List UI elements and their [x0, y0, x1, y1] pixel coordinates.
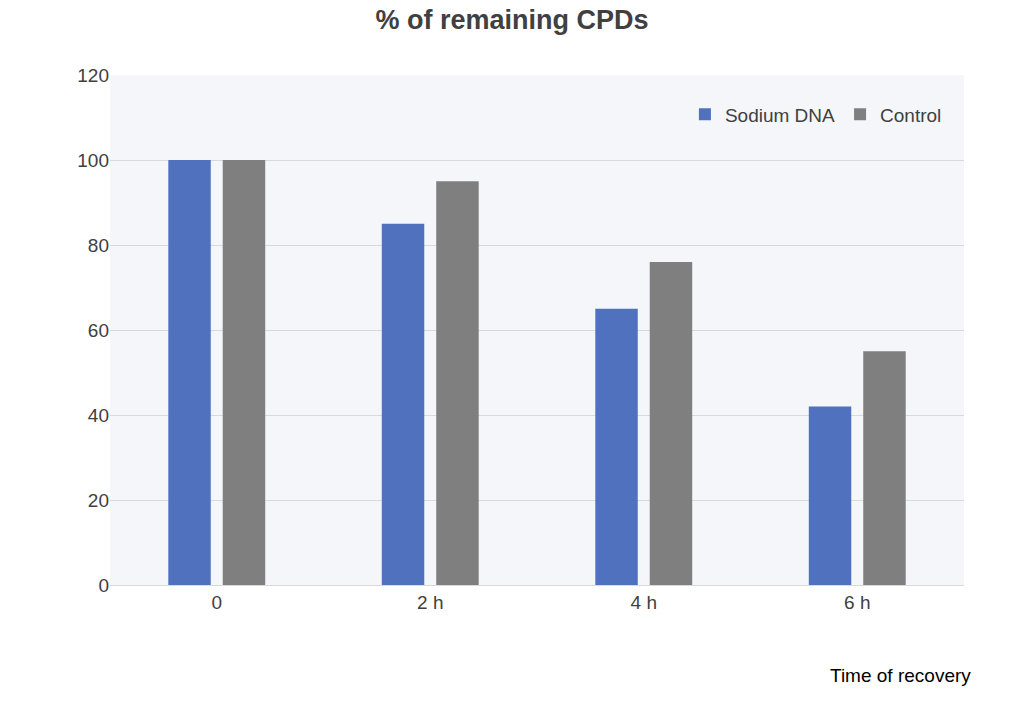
svg-text:6 h: 6 h: [844, 592, 870, 613]
svg-text:60: 60: [88, 320, 109, 341]
svg-text:Sodium DNA: Sodium DNA: [725, 105, 835, 126]
svg-text:20: 20: [88, 490, 109, 511]
svg-text:100: 100: [77, 150, 109, 171]
svg-text:0: 0: [211, 592, 222, 613]
svg-text:40: 40: [88, 405, 109, 426]
svg-text:Control: Control: [880, 105, 941, 126]
svg-text:0: 0: [98, 575, 109, 596]
svg-text:Time of recovery: Time of recovery: [830, 665, 971, 686]
svg-text:4 h: 4 h: [631, 592, 657, 613]
svg-text:% of remaining CPDs: % of remaining CPDs: [375, 5, 648, 35]
svg-text:120: 120: [77, 65, 109, 86]
svg-text:80: 80: [88, 235, 109, 256]
svg-text:2 h: 2 h: [417, 592, 443, 613]
